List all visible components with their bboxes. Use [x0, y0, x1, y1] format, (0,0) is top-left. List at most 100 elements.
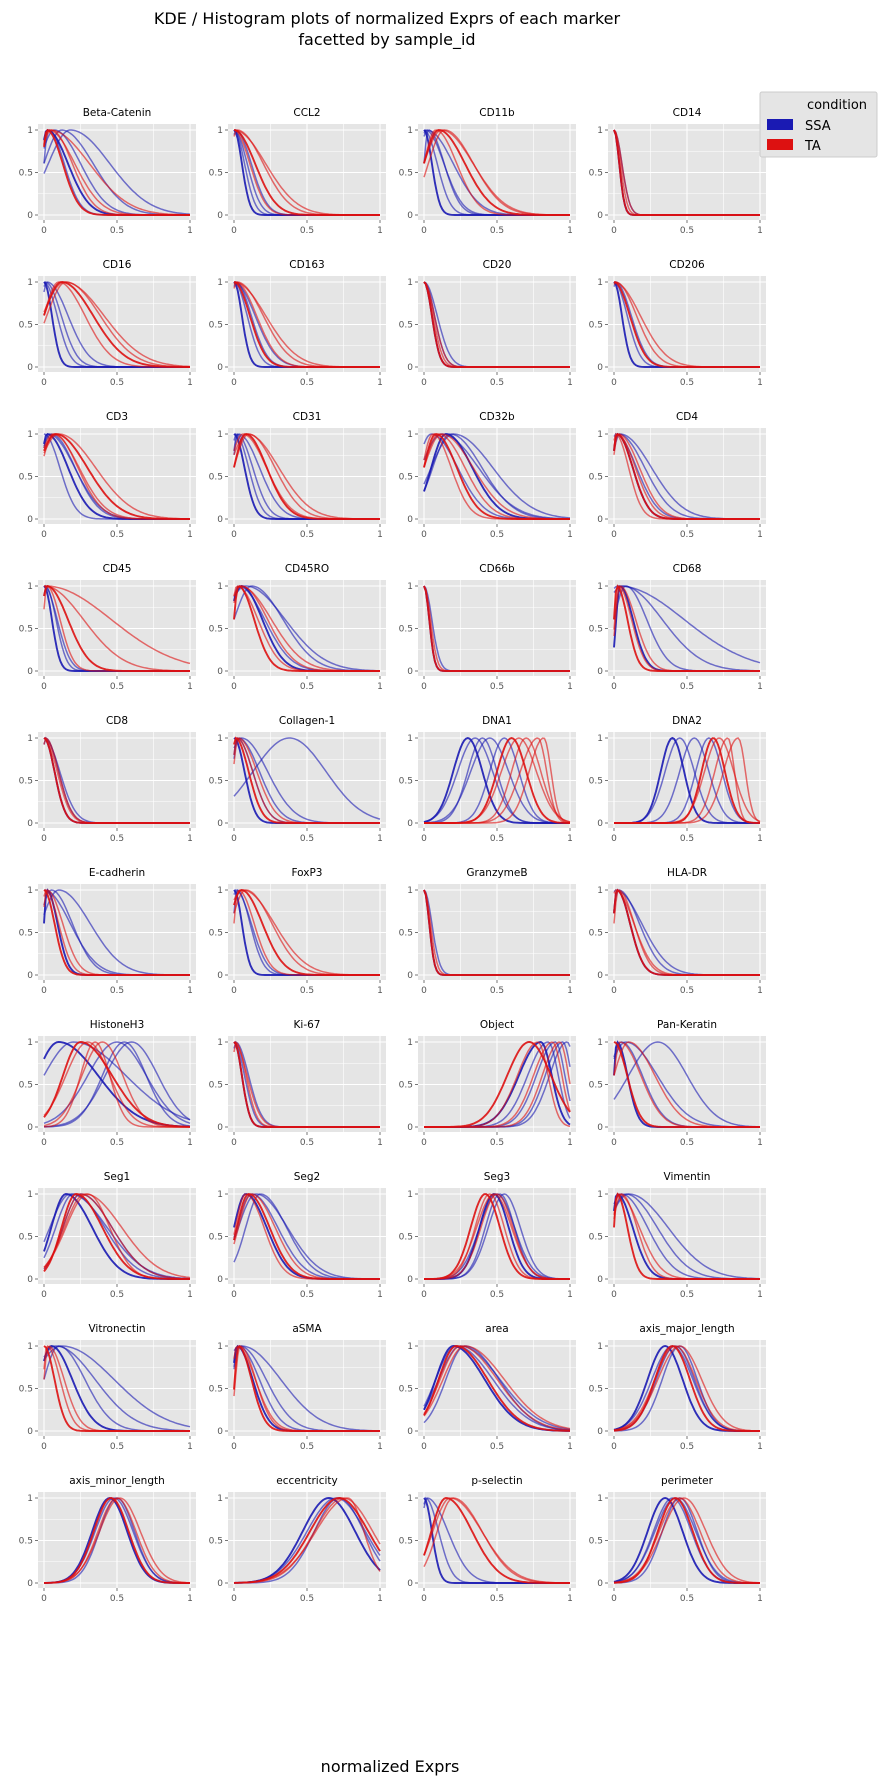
y-tick-label: 0: [597, 1579, 603, 1589]
kde-curve-ta: [233, 1345, 380, 1432]
figure-title-line2: facetted by sample_id: [298, 30, 475, 50]
panel-title: CD68: [673, 563, 702, 575]
y-tick-label: 0.5: [589, 1233, 603, 1243]
y-tick-label: 0: [27, 211, 33, 221]
x-tick-label: 1: [567, 530, 573, 540]
x-tick-label: 0: [421, 834, 427, 844]
x-tick-label: 0: [231, 1138, 237, 1148]
x-tick-label: 1: [567, 1138, 573, 1148]
kde-curve-ta: [613, 1497, 761, 1584]
y-tick-label: 1: [217, 734, 223, 744]
y-tick-label: 1: [217, 1190, 223, 1200]
x-tick-label: 0.5: [110, 1138, 124, 1148]
y-tick-label: 0.5: [209, 1081, 223, 1091]
x-tick-label: 0.5: [490, 1290, 504, 1300]
x-tick-label: 1: [757, 378, 763, 388]
kde-curve-ta: [43, 129, 190, 216]
y-tick-label: 0: [27, 1275, 33, 1285]
y-tick-label: 0: [597, 1123, 603, 1133]
y-tick-label: 1: [407, 1190, 413, 1200]
y-tick-label: 0: [217, 211, 223, 221]
kde-curve-ta: [43, 585, 191, 665]
kde-curve-ta: [424, 1041, 571, 1128]
y-tick-label: 1: [407, 1494, 413, 1504]
x-tick-label: 0: [611, 834, 617, 844]
x-tick-label: 1: [377, 530, 383, 540]
panel-cd3: CD3 0 0.5 1 0 0.5 1: [19, 411, 196, 540]
y-tick-label: 0.5: [19, 625, 33, 635]
y-tick-label: 0.5: [399, 169, 413, 179]
panel-ccl2: CCL2 0 0.5 1 0 0.5 1: [209, 107, 386, 236]
kde-curve-ta: [43, 737, 190, 824]
y-tick-label: 1: [27, 430, 33, 440]
kde-curve-ta: [423, 281, 570, 368]
y-tick-label: 0.5: [19, 929, 33, 939]
kde-curve-ta: [423, 1345, 571, 1431]
y-tick-label: 0.5: [589, 929, 603, 939]
kde-curve-ta: [613, 1345, 760, 1432]
panel-cd206: CD206 0 0.5 1 0 0.5 1: [589, 259, 766, 388]
panel-title: eccentricity: [276, 1475, 338, 1487]
kde-curve-ta: [423, 889, 570, 976]
y-tick-label: 0.5: [209, 1233, 223, 1243]
x-tick-label: 0: [41, 378, 47, 388]
kde-curve-ta: [613, 281, 760, 368]
x-tick-label: 0.5: [490, 986, 504, 996]
kde-curve-ssa: [613, 1041, 760, 1128]
y-tick-label: 1: [27, 1342, 33, 1352]
legend-label-ssa: SSA: [805, 119, 831, 134]
x-tick-label: 1: [377, 1138, 383, 1148]
kde-curve-ssa: [423, 1345, 571, 1432]
x-tick-label: 1: [757, 1594, 763, 1604]
y-tick-label: 0.5: [589, 1081, 603, 1091]
y-tick-label: 1: [27, 1190, 33, 1200]
panel-title: CD66b: [479, 563, 515, 575]
y-tick-label: 0: [407, 211, 413, 221]
panel-title: DNA2: [672, 715, 702, 727]
y-tick-label: 0: [217, 1427, 223, 1437]
x-tick-label: 1: [187, 226, 193, 236]
y-tick-label: 0.5: [19, 321, 33, 331]
x-tick-label: 0: [421, 986, 427, 996]
y-tick-label: 0: [217, 819, 223, 829]
kde-curve-ta: [613, 1345, 760, 1432]
kde-curve-ta: [613, 433, 760, 520]
y-tick-label: 1: [217, 430, 223, 440]
panel-title: CD45: [103, 563, 132, 575]
y-tick-label: 0.5: [399, 777, 413, 787]
panel-title: aSMA: [292, 1323, 322, 1335]
x-tick-label: 0.5: [680, 530, 694, 540]
x-tick-label: 0: [421, 1290, 427, 1300]
kde-curve-ta: [43, 1041, 190, 1128]
y-tick-label: 1: [217, 278, 223, 288]
y-tick-label: 0: [407, 971, 413, 981]
y-tick-label: 0: [407, 819, 413, 829]
x-tick-label: 1: [757, 1290, 763, 1300]
x-tick-label: 1: [377, 834, 383, 844]
x-tick-label: 0: [231, 1442, 237, 1452]
panel-cd163: CD163 0 0.5 1 0 0.5 1: [209, 259, 386, 388]
x-tick-label: 0: [611, 530, 617, 540]
legend-swatch-ta: [767, 139, 793, 150]
x-tick-label: 1: [567, 1594, 573, 1604]
y-tick-label: 0: [27, 1123, 33, 1133]
panel-title: FoxP3: [292, 867, 323, 879]
x-tick-label: 0.5: [680, 1442, 694, 1452]
x-tick-label: 0.5: [490, 834, 504, 844]
x-tick-label: 1: [567, 1290, 573, 1300]
x-tick-label: 1: [377, 1442, 383, 1452]
legend[interactable]: condition SSA TA: [759, 91, 878, 158]
kde-curve-ssa: [613, 1193, 761, 1280]
kde-curve-ta: [43, 281, 190, 368]
x-tick-label: 0.5: [110, 682, 124, 692]
kde-curve-ta: [233, 129, 380, 216]
kde-curve-ta: [613, 1497, 761, 1584]
y-tick-label: 1: [407, 430, 413, 440]
x-tick-label: 0.5: [490, 1594, 504, 1604]
kde-curve-ta: [233, 737, 380, 824]
x-tick-label: 0: [421, 1594, 427, 1604]
x-tick-label: 0: [611, 1442, 617, 1452]
x-tick-label: 0.5: [300, 682, 314, 692]
panel-title: Seg2: [294, 1171, 320, 1183]
panel-cd66b: CD66b 0 0.5 1 0 0.5 1: [399, 563, 576, 692]
